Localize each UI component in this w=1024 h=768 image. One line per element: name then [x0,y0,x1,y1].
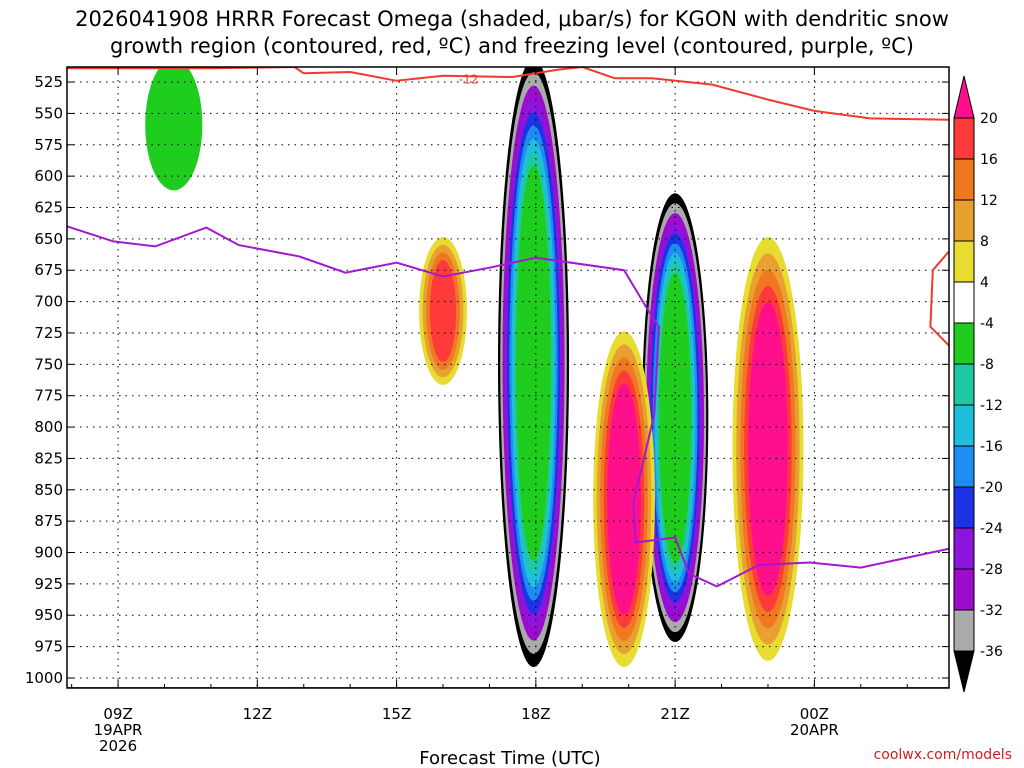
y-tick-label-750: 750 [34,355,63,373]
y-tick-label-675: 675 [34,261,63,279]
colorbar-label--32: -32 [980,603,1003,619]
x-tick-label-15Z-1: 15Z [382,705,411,723]
colorbar-box--28 [953,568,975,611]
colorbar-box--4 [953,322,975,365]
colorbar-label--36: -36 [980,644,1003,660]
colorbar-box--20 [953,486,975,529]
y-tick-label-800: 800 [34,418,63,436]
colorbar-label--20: -20 [980,480,1003,496]
colorbar-label--24: -24 [980,521,1003,537]
colorbar-bottom-arrow [953,650,975,693]
omega-level-16 [429,260,457,362]
omega-level-20 [748,302,788,596]
y-tick-label-700: 700 [34,293,63,311]
omega-shading [145,67,804,668]
omega-level--4 [659,272,692,563]
omega-cell-descent-core-20z [593,331,655,668]
omega-cell-ascent-weak-10z [145,67,203,191]
colorbar-box--32 [953,609,975,652]
omega-cell-ascent-core-18z [498,67,570,668]
y-tick-label-950: 950 [34,606,63,624]
y-tick-label-650: 650 [34,230,63,248]
credit-link[interactable]: coolwx.com/models [874,747,1012,763]
colorbar-label--12: -12 [980,398,1003,414]
omega-level-20 [607,383,641,615]
omega-cell-ascent-core-21z [641,193,709,643]
colorbar-top-arrow [953,75,975,119]
plot-area: -12 [67,67,949,688]
y-axis: 525 550 575 600 625 650 675 700 725 750 775 800 825 8… [25,73,949,687]
colorbar-label-16: 16 [980,152,998,168]
y-tick-label-775: 775 [34,387,63,405]
y-tick-label-975: 975 [34,638,63,656]
y-tick-label-900: 900 [34,544,63,562]
freezing-level-contour [67,225,949,588]
x-tick-label-09Z-1: 09Z [103,705,132,723]
omega-cell-descent-core-23z [732,237,804,661]
colorbar-label--16: -16 [980,439,1003,455]
y-tick-label-1000: 1000 [25,669,63,687]
y-tick-label-525: 525 [34,73,63,91]
colorbar: 20 16 12 8 4 -4 -8 -12 -16 -20 -24 -28 -32 -36 [953,75,1003,693]
y-tick-label-925: 925 [34,575,63,593]
colorbar-box-8 [953,240,975,283]
x-tick-label-00Z-2: 20APR [790,721,839,739]
colorbar-box-12 [953,199,975,242]
y-tick-label-725: 725 [34,324,63,342]
omega-level--4 [516,165,551,561]
chart-title-line-1: 2026041908 HRRR Forecast Omega (shaded, … [75,7,949,31]
colorbar-box--12 [953,404,975,447]
chart-title-line-2: growth region (contoured, red, ºC) and f… [110,34,914,58]
y-tick-label-600: 600 [34,167,63,185]
x-tick-label-18Z-1: 18Z [521,705,550,723]
colorbar-box-20 [953,117,975,160]
omega-level--4 [145,67,203,191]
x-tick-label-09Z-3: 2026 [99,737,137,755]
x-tick-label-09Z-2: 19APR [94,721,143,739]
colorbar-box--24 [953,527,975,570]
dendritic-contour-label: -12 [459,72,479,86]
y-tick-label-875: 875 [34,512,63,530]
colorbar-label-4: 4 [980,275,989,291]
colorbar-label-12: 12 [980,193,998,209]
plot-frame [66,66,950,689]
colorbar-label-8: 8 [980,234,989,250]
y-tick-label-550: 550 [34,104,63,122]
colorbar-box-16 [953,158,975,201]
x-tick-label-21Z-1: 21Z [660,705,689,723]
colorbar-label--8: -8 [980,357,994,373]
x-tick-label-12Z-1: 12Z [243,705,272,723]
dendritic-contour-right [929,250,949,347]
colorbar-box-4 [953,281,975,324]
omega-cell-descent-core-16z [419,237,467,385]
x-axis-title: Forecast Time (UTC) [419,748,600,768]
x-tick-label-00Z-1: 00Z [800,705,829,723]
colorbar-label--28: -28 [980,562,1003,578]
colorbar-label-20: 20 [980,111,998,127]
y-tick-label-625: 625 [34,199,63,217]
grid [67,67,949,688]
colorbar-box--16 [953,445,975,488]
colorbar-box--8 [953,363,975,406]
colorbar-label--4: -4 [980,316,994,332]
y-tick-label-850: 850 [34,481,63,499]
y-tick-label-575: 575 [34,136,63,154]
y-tick-label-825: 825 [34,449,63,467]
